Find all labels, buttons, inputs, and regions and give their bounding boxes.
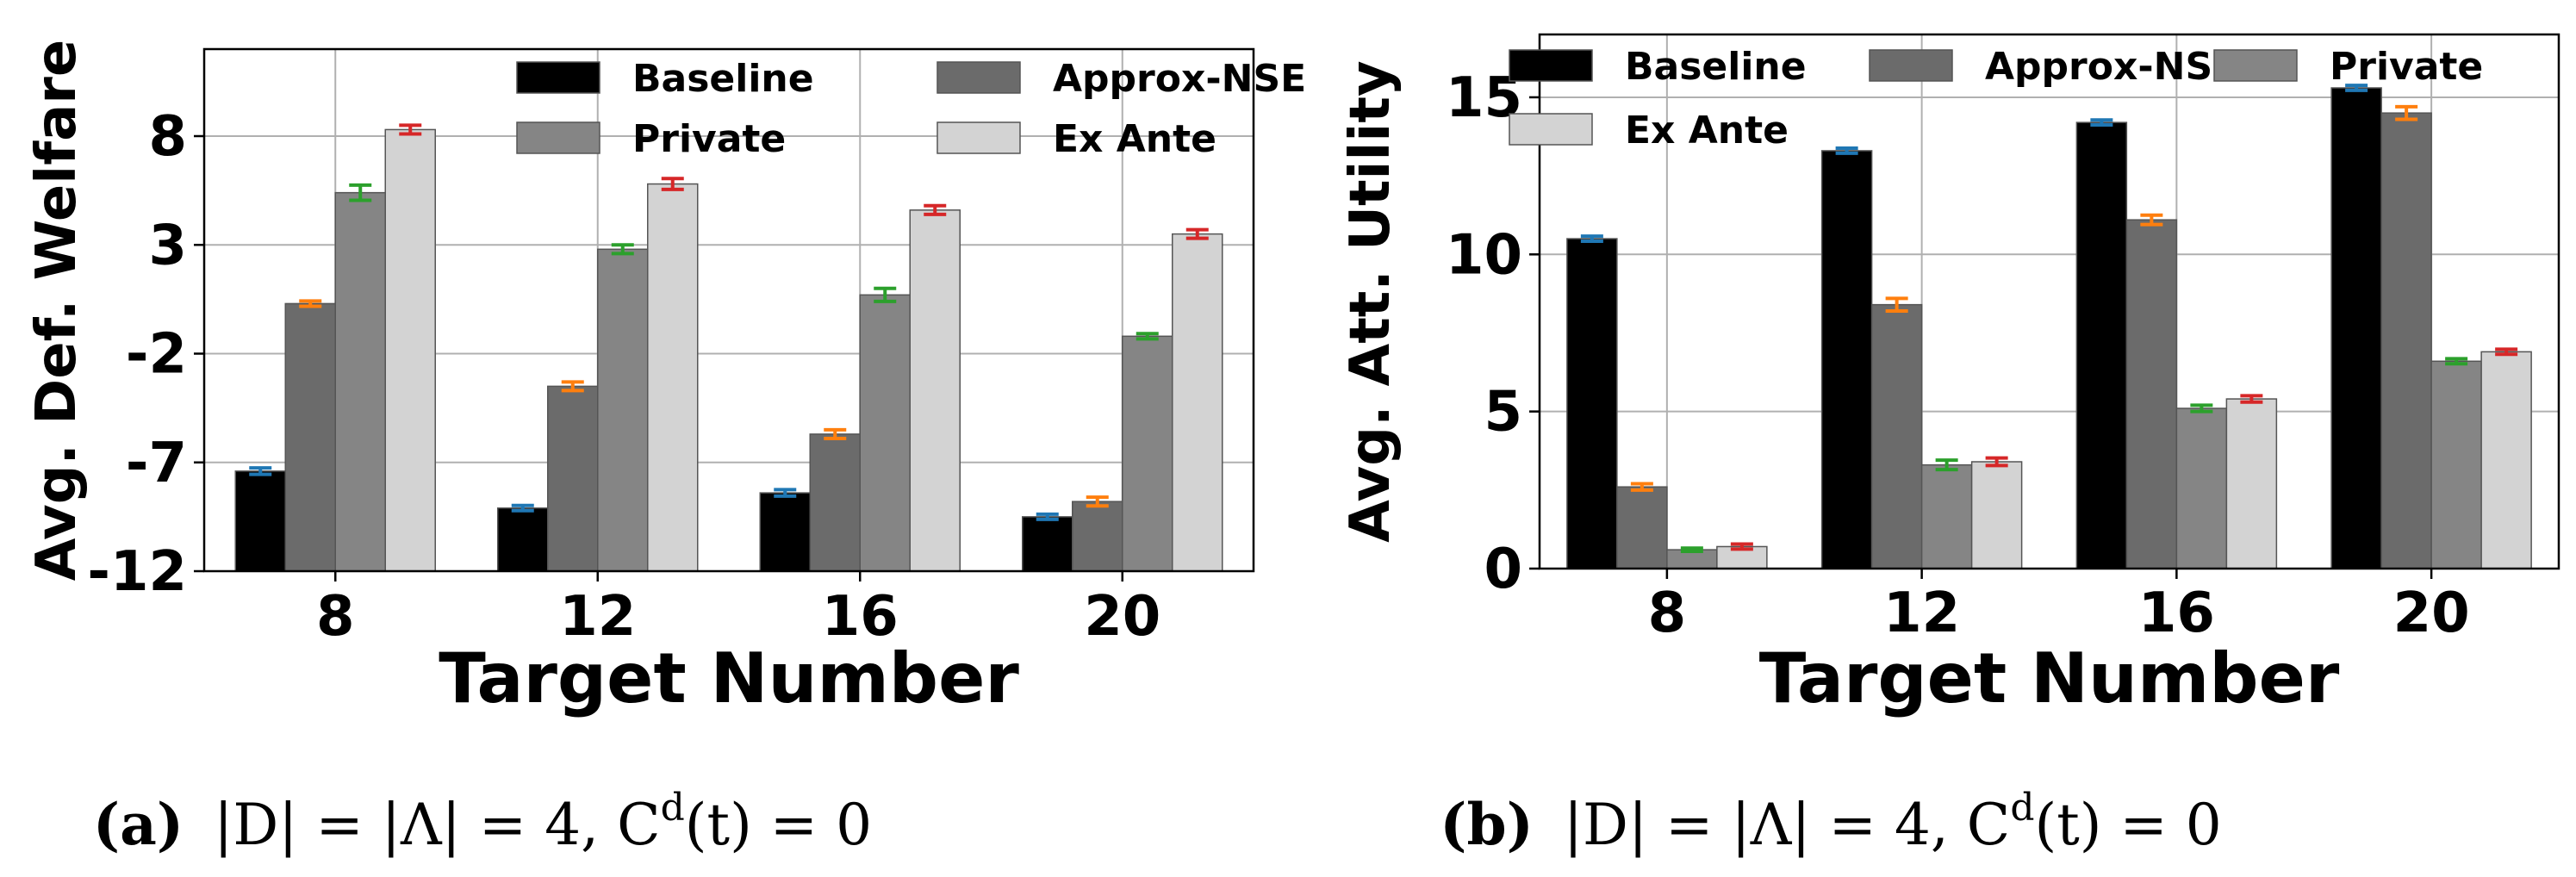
legend-label-a-ex-ante: Ex Ante (1053, 117, 1216, 161)
bar-a-baseline-8 (234, 470, 286, 572)
xtick-label-b-3: 20 (2393, 582, 2470, 645)
xtick-label-a-2: 16 (822, 585, 899, 649)
bar-b-approx-nse-20 (2380, 112, 2432, 569)
caption-a: (a) |D| = |Λ| = 4, Cd(t) = 0 (93, 786, 872, 858)
bar-a-baseline-20 (1022, 516, 1073, 572)
legend-swatch-b-ex-ante (1509, 113, 1593, 146)
xlabel-a: Target Number (439, 638, 1019, 718)
caption-a-formula: |D| = |Λ| = 4, C (214, 792, 661, 858)
legend-label-b-baseline: Baseline (1625, 45, 1807, 89)
axes-frame-b (1538, 33, 2560, 570)
bar-a-approx-nse-20 (1072, 501, 1123, 572)
bar-b-private-20 (2430, 360, 2482, 569)
ytick-label-a-0: -12 (87, 540, 187, 604)
xtick-label-b-1: 12 (1883, 582, 1960, 645)
bar-b-baseline-16 (2075, 121, 2128, 569)
legend-swatch-a-baseline (516, 61, 600, 94)
ytick-label-a-4: 8 (148, 105, 187, 169)
caption-a-sup: d (661, 786, 685, 830)
caption-b-sup: d (2010, 786, 2034, 830)
legend-label-b-private: Private (2330, 45, 2483, 89)
ylabel-b: Avg. Att. Utility (1339, 60, 1403, 542)
legend-label-b-ex-ante: Ex Ante (1625, 109, 1789, 152)
caption-b-tail: (t) = 0 (2034, 792, 2221, 858)
legend-swatch-a-ex-ante (936, 121, 1021, 154)
caption-b-formula: |D| = |Λ| = 4, C (1564, 792, 2011, 858)
legend-label-a-approx-nse: Approx-NSE (1053, 57, 1306, 101)
bar-a-baseline-12 (497, 507, 549, 572)
bar-b-ex-ante-20 (2480, 351, 2532, 569)
bar-b-ex-ante-16 (2225, 398, 2278, 569)
ytick-label-a-1: -7 (126, 432, 187, 495)
bar-a-private-12 (597, 248, 649, 572)
bar-a-approx-nse-8 (284, 302, 336, 572)
bar-a-approx-nse-12 (547, 385, 599, 572)
bar-b-private-12 (1920, 463, 1973, 569)
bar-a-ex-ante-12 (647, 183, 699, 572)
bar-a-baseline-16 (759, 492, 811, 572)
xlabel-b: Target Number (1759, 638, 2340, 718)
bar-b-ex-ante-12 (1970, 461, 2023, 569)
legend-swatch-a-approx-nse (936, 61, 1021, 94)
legend-label-a-baseline: Baseline (632, 57, 814, 101)
legend-swatch-a-private (516, 121, 600, 154)
ytick-label-b-0: 0 (1484, 538, 1522, 601)
bar-b-approx-nse-16 (2125, 219, 2178, 569)
bar-b-approx-nse-12 (1870, 303, 1923, 569)
ylabel-a: Avg. Def. Welfare (25, 40, 89, 582)
xtick-label-b-2: 16 (2138, 582, 2215, 645)
bar-b-private-16 (2175, 407, 2228, 569)
bar-a-approx-nse-16 (809, 433, 861, 572)
caption-a-tail: (t) = 0 (685, 792, 872, 858)
legend-label-a-private: Private (632, 117, 786, 161)
legend-swatch-b-baseline (1509, 49, 1593, 82)
caption-a-label: (a) (93, 791, 184, 858)
bar-a-private-8 (334, 191, 386, 572)
xtick-label-b-0: 8 (1648, 582, 1687, 645)
panel-a-chart: -12 -7 -2 3 8 8 12 16 20 Target Number Avg. Def. W… (25, 40, 1306, 718)
bar-a-private-16 (859, 294, 911, 572)
bar-b-baseline-20 (2330, 87, 2382, 569)
xtick-label-a-3: 20 (1084, 585, 1160, 649)
xtick-label-a-0: 8 (316, 585, 355, 649)
legend-swatch-b-private (2213, 49, 2298, 82)
bar-b-approx-nse-8 (1616, 486, 1668, 569)
caption-b: (b) |D| = |Λ| = 4, Cd(t) = 0 (1440, 786, 2222, 858)
bar-a-ex-ante-20 (1172, 233, 1223, 572)
bar-a-ex-ante-16 (909, 209, 961, 572)
bar-b-baseline-8 (1566, 238, 1618, 569)
ytick-label-b-1: 5 (1484, 381, 1522, 445)
bar-a-private-20 (1122, 335, 1173, 572)
ytick-label-a-3: 3 (148, 214, 187, 277)
xtick-label-a-1: 12 (559, 585, 636, 649)
legend-label-b-approx-nse: Approx-NSE (1985, 45, 2238, 89)
legend-swatch-b-approx-nse (1869, 49, 1953, 82)
ytick-label-a-2: -2 (126, 323, 187, 387)
axes-frame-a (202, 47, 1255, 573)
bar-b-baseline-12 (1820, 150, 1873, 569)
caption-b-label: (b) (1440, 791, 1534, 858)
bar-a-ex-ante-8 (384, 128, 436, 572)
ytick-label-b-2: 10 (1446, 223, 1522, 287)
